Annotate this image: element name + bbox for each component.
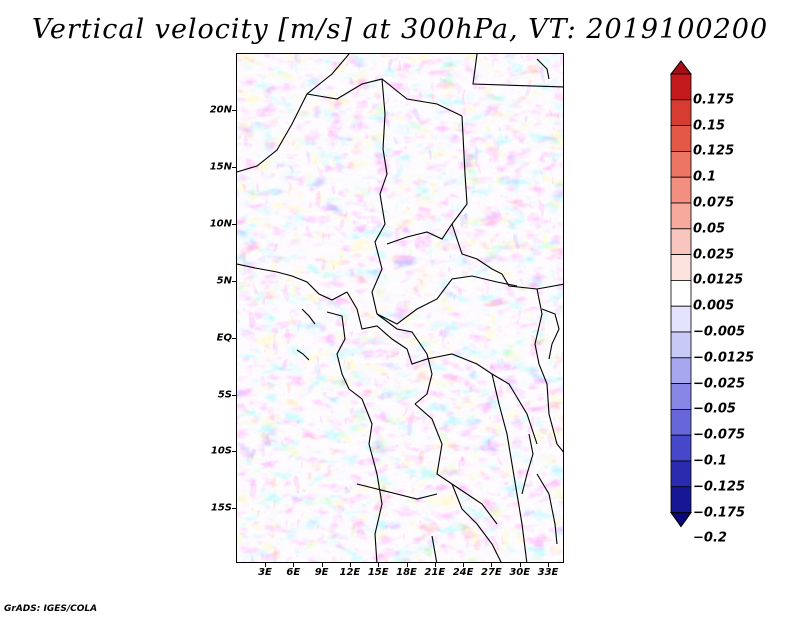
colorbar-label: −0.125 [693,479,746,495]
longitude-tick [463,563,465,567]
longitude-label: 24E [452,567,474,578]
latitude-tick [232,508,236,509]
latitude-label: EQ [216,332,232,344]
colorbar-label: −0.0125 [693,350,755,366]
longitude-tick [349,563,351,567]
colorbar-swatch [670,202,692,230]
colorbar-label: 0.05 [693,221,726,237]
country-borders [237,54,563,562]
colorbar-swatch [670,279,692,307]
latitude-tick [232,224,236,225]
latitude-label: 15S [210,502,232,514]
latitude-label: 15N [209,161,232,173]
colorbar-label: −0.005 [693,324,746,340]
colorbar-label: 0.025 [693,247,735,263]
colorbar-swatch [670,73,692,101]
longitude-label: 27E [481,567,502,578]
longitude-tick [293,563,295,567]
colorbar-swatch [670,151,692,178]
longitude-label: 30E [509,567,531,578]
grads-credit: GrADS: IGES/COLA [4,604,98,614]
longitude-tick [406,563,408,567]
longitude-label: 18E [396,567,417,578]
colorbar-swatch [670,125,692,152]
longitude-tick [378,563,380,567]
colorbar-label: 0.005 [693,298,735,314]
longitude-label: 6E [286,567,301,578]
colorbar-label: 0.1 [693,169,717,185]
longitude-tick [548,563,549,567]
colorbar-label: −0.025 [693,376,746,392]
colorbar-max-arrow [670,60,692,75]
longitude-label: 3E [258,567,272,578]
colorbar-swatch [670,254,692,281]
longitude-label: 33E [537,567,559,578]
colorbar-label: 0.175 [693,92,735,108]
latitude-label: 10S [210,445,232,457]
colorbar-label: −0.2 [693,530,727,546]
latitude-tick [232,110,236,111]
longitude-tick [491,563,493,567]
latitude-label: 10N [209,218,232,230]
colorbar-label: −0.1 [693,453,727,469]
latitude-tick [232,338,236,339]
longitude-tick [519,563,521,567]
colorbar [670,60,692,528]
velocity-field [237,54,563,562]
latitude-tick [232,451,236,452]
latitude-tick [232,281,236,282]
colorbar-label: 0.125 [693,143,735,159]
longitude-label: 12E [339,567,361,578]
colorbar-swatch [670,408,692,436]
longitude-tick [321,563,323,567]
colorbar-swatch [670,176,692,204]
colorbar-swatch [670,434,692,462]
colorbar-swatch [670,486,692,513]
colorbar-swatch [670,460,692,488]
colorbar-swatch [670,383,692,410]
colorbar-swatch [670,228,692,256]
colorbar-label: −0.175 [693,505,746,521]
colorbar-label: −0.075 [693,427,746,443]
latitude-label: 20N [209,104,232,116]
colorbar-min-arrow [670,512,692,528]
longitude-tick [434,563,436,567]
longitude-label: 9E [314,567,329,578]
colorbar-label: 0.075 [693,195,735,211]
latitude-label: 5S [217,389,232,401]
longitude-label: 15E [367,567,389,578]
colorbar-swatch [670,305,692,333]
velocity-map [236,53,564,563]
colorbar-swatch [670,99,692,126]
longitude-label: 21E [424,567,446,578]
colorbar-label: −0.05 [693,401,736,417]
velocity-extremes [237,54,563,562]
colorbar-swatch [670,331,692,359]
latitude-tick [232,395,236,396]
colorbar-label: 0.0125 [693,272,744,288]
map-title: Vertical velocity [m/s] at 300hPa, VT: 2… [31,14,769,45]
longitude-tick [265,563,266,567]
latitude-tick [232,167,236,168]
colorbar-swatch [670,357,692,384]
latitude-label: 5N [216,275,232,287]
colorbar-label: 0.15 [693,118,726,134]
